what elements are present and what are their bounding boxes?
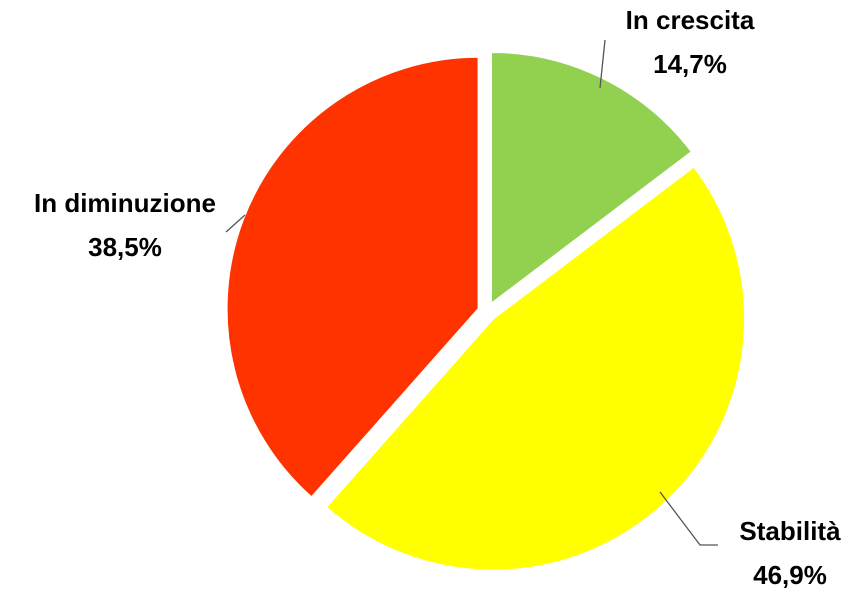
leader-line	[225, 214, 246, 233]
slice-label: In diminuzione	[34, 188, 216, 218]
slice-value-label: 14,7%	[653, 49, 727, 79]
leader-line	[659, 491, 718, 546]
pie-slice	[324, 165, 747, 572]
pie-slice	[490, 50, 694, 306]
slice-label: In crescita	[626, 5, 755, 35]
slice-value-label: 46,9%	[753, 560, 827, 590]
slice-label: Stabilità	[739, 516, 841, 546]
pie-slice	[225, 55, 480, 499]
slice-value-label: 38,5%	[88, 232, 162, 262]
leader-line	[599, 39, 606, 89]
